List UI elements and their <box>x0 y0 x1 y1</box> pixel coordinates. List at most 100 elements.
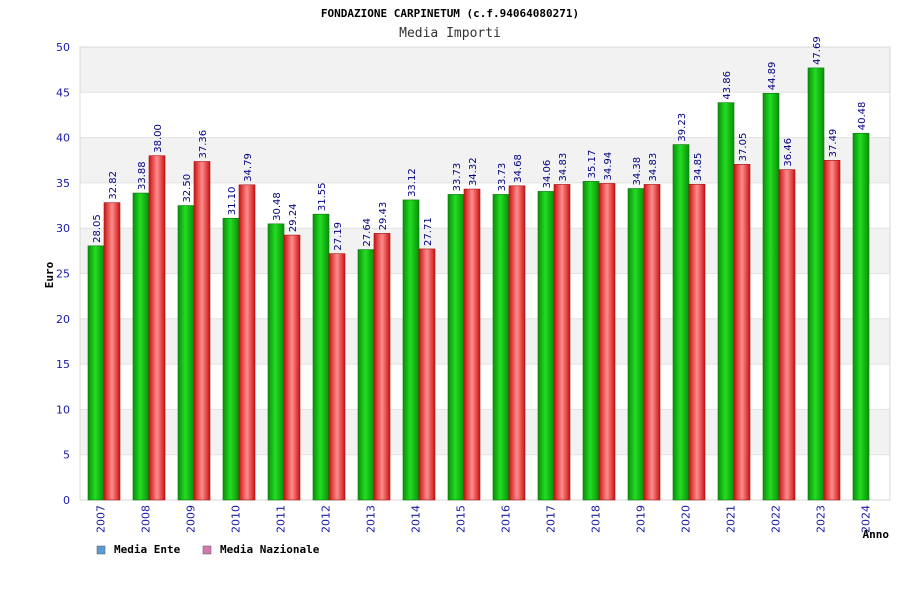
y-tick-label: 15 <box>56 358 70 371</box>
bar-media-ente-2008 <box>132 192 150 501</box>
grid-band <box>80 409 890 455</box>
bar-media-ente-2014 <box>402 199 420 501</box>
bar-media-nazionale-2018 <box>598 183 616 501</box>
x-tick-label: 2017 <box>545 505 558 533</box>
x-tick-label: 2019 <box>635 505 648 533</box>
y-tick-label: 5 <box>63 449 70 462</box>
bar-media-nazionale-2012 <box>328 253 346 501</box>
x-tick-label: 2008 <box>140 505 153 533</box>
value-label: 34.38 <box>632 157 643 186</box>
value-label: 44.89 <box>767 62 778 91</box>
bar-media-ente-2019 <box>627 188 645 501</box>
value-label: 28.05 <box>92 214 103 243</box>
bar-media-ente-2021 <box>717 102 735 501</box>
bar-media-ente-2023 <box>807 67 825 501</box>
bar-media-nazionale-2010 <box>238 184 256 501</box>
legend: Media Ente Media Nazionale <box>96 543 320 556</box>
bar-media-nazionale-2015 <box>463 188 481 501</box>
plot-area <box>79 46 891 501</box>
value-label: 27.71 <box>423 217 434 246</box>
value-label: 27.64 <box>362 218 373 247</box>
bar-media-ente-2007 <box>87 245 105 501</box>
y-axis-label: Euro <box>43 261 56 288</box>
value-label: 33.88 <box>137 161 148 190</box>
plot-border <box>79 46 891 501</box>
value-label: 37.49 <box>828 129 839 158</box>
bar-media-ente-2017 <box>537 191 555 501</box>
bar-media-nazionale-2008 <box>148 155 166 501</box>
grid-band <box>80 228 890 274</box>
bar-media-nazionale-2014 <box>418 248 436 501</box>
value-label: 34.32 <box>468 157 479 186</box>
value-label: 34.79 <box>243 153 254 182</box>
bar-media-nazionale-2020 <box>688 183 706 501</box>
x-tick-label: 2022 <box>770 505 783 533</box>
bar-media-ente-2016 <box>492 194 510 501</box>
value-label: 38.00 <box>153 124 164 153</box>
bar-media-nazionale-2009 <box>193 161 211 501</box>
x-tick-label: 2007 <box>95 505 108 533</box>
bar-media-ente-2013 <box>357 249 375 501</box>
value-label: 47.69 <box>812 36 823 65</box>
x-tick-label: 2020 <box>680 505 693 533</box>
x-tick-label: 2014 <box>410 505 423 533</box>
legend-label-media-ente: Media Ente <box>114 543 181 556</box>
value-label: 39.23 <box>677 113 688 142</box>
bar-media-nazionale-2011 <box>283 234 301 501</box>
legend-label-media-nazionale: Media Nazionale <box>220 543 320 556</box>
x-tick-label: 2015 <box>455 505 468 533</box>
y-tick-label: 45 <box>56 86 70 99</box>
grid-band <box>80 137 890 183</box>
value-label: 31.10 <box>227 187 238 216</box>
bar-media-nazionale-2013 <box>373 233 391 501</box>
x-tick-label: 2010 <box>230 505 243 533</box>
grid-band <box>80 318 890 365</box>
value-label: 29.24 <box>288 203 299 232</box>
bar-media-ente-2022 <box>762 92 780 501</box>
x-tick-label: 2013 <box>365 505 378 533</box>
value-label: 43.86 <box>722 71 733 100</box>
value-label: 29.43 <box>378 202 389 231</box>
bar-media-nazionale-2022 <box>778 169 796 501</box>
legend-item-media-nazionale: Media Nazionale <box>202 543 320 556</box>
bar-media-nazionale-2021 <box>733 164 751 501</box>
chart-title: FONDAZIONE CARPINETUM (c.f.94064080271) <box>321 7 579 20</box>
x-tick-label: 2023 <box>815 505 828 533</box>
x-tick-label: 2024 <box>860 505 873 533</box>
y-tick-label: 20 <box>56 313 70 326</box>
y-axis: 0 5 10 15 20 25 30 35 40 45 50 <box>56 41 70 507</box>
chart-subtitle: Media Importi <box>399 26 501 41</box>
value-label: 34.94 <box>603 152 614 181</box>
bars <box>87 67 870 501</box>
value-label: 33.73 <box>452 163 463 192</box>
value-label: 35.17 <box>587 150 598 179</box>
value-label: 33.73 <box>497 163 508 192</box>
bar-media-ente-2009 <box>177 205 195 501</box>
value-label: 34.06 <box>542 160 553 189</box>
grid-band <box>80 47 890 93</box>
bar-media-ente-2015 <box>447 194 465 501</box>
value-label: 34.68 <box>513 154 524 183</box>
y-tick-label: 25 <box>56 268 70 281</box>
x-tick-label: 2011 <box>275 505 288 533</box>
value-label: 34.83 <box>648 153 659 182</box>
value-label: 36.46 <box>783 138 794 167</box>
y-tick-label: 0 <box>63 494 70 507</box>
legend-item-media-ente: Media Ente <box>96 543 181 556</box>
y-tick-label: 10 <box>56 403 70 416</box>
x-axis: 2007 2008 2009 2010 2011 2012 2013 2014 2015 2016… <box>95 505 873 533</box>
y-tick-label: 50 <box>56 41 70 54</box>
bar-media-nazionale-2017 <box>553 184 571 501</box>
y-tick-label: 35 <box>56 177 70 190</box>
bar-media-ente-2018 <box>582 181 600 501</box>
value-label: 37.36 <box>198 130 209 159</box>
value-label: 31.55 <box>317 183 328 212</box>
value-label: 30.48 <box>272 192 283 221</box>
value-label: 32.82 <box>108 171 119 200</box>
legend-swatch-media-ente <box>96 545 106 555</box>
bar-media-ente-2012 <box>312 213 330 501</box>
x-tick-label: 2018 <box>590 505 603 533</box>
x-tick-label: 2016 <box>500 505 513 533</box>
x-axis-label: Anno <box>863 528 890 541</box>
